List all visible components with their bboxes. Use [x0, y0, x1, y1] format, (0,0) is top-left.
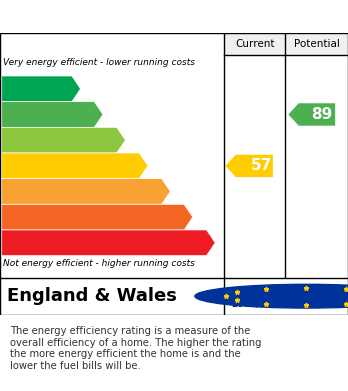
Text: (21-38): (21-38) [3, 213, 35, 222]
Text: 89: 89 [311, 107, 332, 122]
Text: F: F [182, 210, 191, 224]
Text: The energy efficiency rating is a measure of the
overall efficiency of a home. T: The energy efficiency rating is a measur… [10, 326, 262, 371]
Text: England & Wales: England & Wales [7, 287, 177, 305]
Text: D: D [135, 159, 146, 173]
Text: 2002/91/EC: 2002/91/EC [231, 299, 288, 308]
Text: Very energy efficient - lower running costs: Very energy efficient - lower running co… [3, 57, 196, 67]
Text: G: G [202, 236, 213, 250]
Polygon shape [2, 76, 80, 102]
Polygon shape [2, 127, 125, 153]
Text: Energy Efficiency Rating: Energy Efficiency Rating [50, 7, 298, 26]
Text: (69-80): (69-80) [3, 136, 35, 145]
Text: (92-100): (92-100) [3, 84, 41, 93]
Text: (81-91): (81-91) [3, 110, 35, 119]
Polygon shape [2, 179, 170, 204]
Text: E: E [159, 185, 168, 199]
Text: 57: 57 [251, 158, 272, 173]
Text: B: B [90, 108, 101, 122]
Text: (1-20): (1-20) [3, 238, 30, 247]
Polygon shape [288, 103, 335, 126]
Polygon shape [2, 230, 215, 256]
Text: Potential: Potential [294, 39, 340, 49]
Text: Current: Current [235, 39, 275, 49]
Circle shape [195, 284, 348, 308]
Text: Not energy efficient - higher running costs: Not energy efficient - higher running co… [3, 259, 195, 268]
Bar [224, 33, 348, 55]
Polygon shape [225, 154, 273, 178]
Polygon shape [2, 153, 148, 179]
Text: (39-54): (39-54) [3, 187, 35, 196]
Text: C: C [113, 133, 124, 147]
Polygon shape [2, 102, 103, 127]
Polygon shape [2, 204, 193, 230]
Text: (55-68): (55-68) [3, 161, 35, 170]
Text: A: A [68, 82, 79, 96]
Text: EU Directive: EU Directive [231, 287, 292, 298]
